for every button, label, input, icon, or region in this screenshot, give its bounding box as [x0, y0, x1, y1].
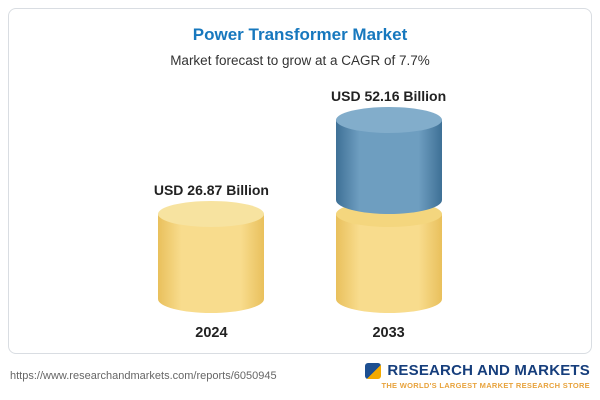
cylinder-2033-yellow-segment: [335, 200, 442, 313]
value-label-2033: USD 52.16 Billion: [331, 88, 447, 105]
logo-title: RESEARCH AND MARKETS: [387, 362, 590, 379]
cylinder-2033-blue-segment: [335, 107, 442, 214]
chart-title: Power Transformer Market: [192, 25, 408, 44]
researchandmarkets-logo: RESEARCH AND MARKETS THE WORLD'S LARGEST…: [365, 362, 590, 390]
cylinder-2033: [335, 107, 442, 313]
footer: https://www.researchandmarkets.com/repor…: [10, 358, 590, 394]
value-label-2024: USD 26.87 Billion: [153, 181, 269, 198]
cylinder-2024-body: [158, 200, 265, 313]
cylinder-2024: [158, 200, 265, 313]
logo-tagline: THE WORLD'S LARGEST MARKET RESEARCH STOR…: [381, 381, 590, 390]
chart-area: USD 26.87 Billion 2024 USD 52.16 Billion…: [9, 79, 591, 341]
year-label-2024: 2024: [195, 325, 228, 341]
report-url-link[interactable]: https://www.researchandmarkets.com/repor…: [10, 370, 277, 382]
chart-header: Power Transformer Market Market forecast…: [9, 9, 591, 68]
chart-subtitle: Market forecast to grow at a CAGR of 7.7…: [170, 53, 430, 68]
chart-card: Power Transformer Market Market forecast…: [8, 8, 592, 354]
bar-group-2024: USD 26.87 Billion 2024: [154, 182, 269, 341]
year-label-2033: 2033: [372, 325, 405, 341]
bar-group-2033: USD 52.16 Billion 2033: [331, 88, 446, 341]
researchandmarkets-logo-icon: [365, 362, 382, 379]
